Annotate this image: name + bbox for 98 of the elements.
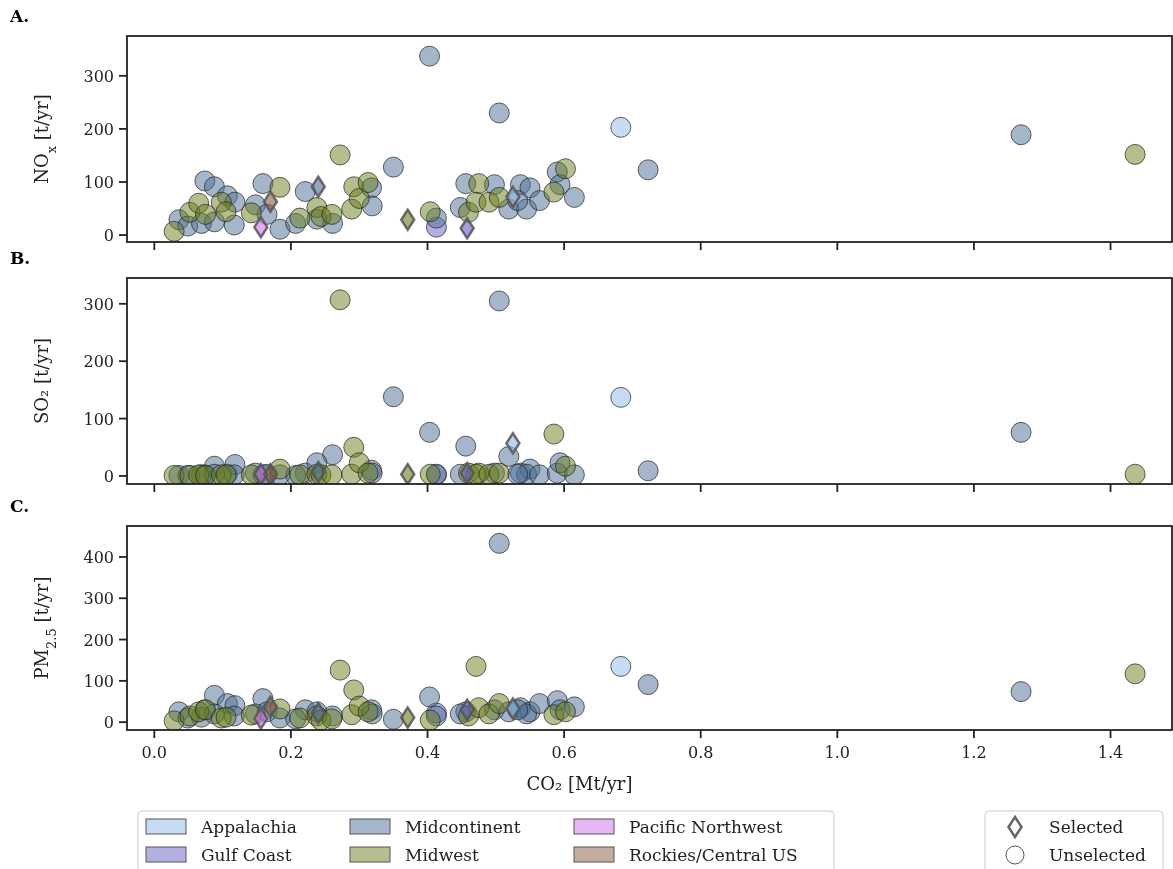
- point: [294, 181, 316, 203]
- point: [240, 202, 262, 224]
- point: [262, 695, 279, 719]
- y-tick-label: 100: [83, 173, 114, 193]
- point: [488, 462, 510, 484]
- x-tick-label: 1.4: [1097, 743, 1124, 762]
- point: [382, 708, 404, 730]
- x-axis-title: CO₂ [Mt/yr]: [526, 773, 633, 794]
- point: [468, 173, 490, 195]
- point: [488, 290, 510, 312]
- point: [419, 463, 441, 484]
- point: [455, 435, 477, 457]
- chart-title: C.: [10, 496, 30, 516]
- point: [488, 693, 510, 715]
- point: [1124, 143, 1146, 165]
- point: [163, 220, 185, 242]
- point: [215, 201, 237, 223]
- point: [215, 706, 237, 728]
- legend-label: Gulf Coast: [201, 845, 292, 865]
- point: [348, 187, 370, 209]
- point: [399, 208, 416, 231]
- point: [543, 423, 565, 445]
- point: [610, 116, 632, 138]
- y-tick-label: 300: [83, 589, 114, 609]
- point: [419, 709, 441, 730]
- point: [329, 289, 351, 311]
- point: [399, 706, 416, 729]
- point: [419, 45, 441, 67]
- point: [554, 158, 576, 180]
- point: [329, 659, 351, 681]
- point: [488, 532, 510, 554]
- point: [554, 701, 576, 723]
- point: [262, 190, 279, 213]
- point: [419, 201, 441, 223]
- point: [488, 186, 510, 208]
- chart-title: A.: [9, 6, 30, 26]
- point: [637, 674, 659, 696]
- point: [610, 386, 632, 408]
- x-tick-label: 0.8: [688, 743, 714, 762]
- y-tick-label: 400: [83, 547, 114, 567]
- legend-label: Pacific Northwest: [629, 817, 783, 837]
- text: Unselected: [1049, 845, 1146, 865]
- point: [637, 460, 659, 482]
- point: [419, 421, 441, 443]
- point: [1010, 421, 1032, 443]
- point: [419, 686, 441, 708]
- point: [382, 386, 404, 408]
- point: [195, 203, 217, 225]
- point: [1010, 681, 1032, 703]
- point: [262, 463, 279, 484]
- y-tick-label: 300: [83, 66, 114, 86]
- point: [1124, 463, 1146, 484]
- point: [399, 463, 416, 484]
- point: [1010, 124, 1032, 146]
- point: [637, 159, 659, 181]
- point: [465, 655, 487, 677]
- point: [543, 181, 565, 203]
- y-tick-label: 200: [83, 352, 114, 372]
- point: [269, 218, 291, 240]
- legend-label: Midwest: [405, 845, 480, 865]
- legend-label: Rockies/Central US: [629, 845, 798, 865]
- x-tick-label: 1.0: [824, 743, 851, 762]
- x-tick-label: 0.0: [141, 743, 168, 762]
- legend-label: Appalachia: [200, 817, 297, 837]
- point: [343, 679, 365, 701]
- x-tick-label: 0.6: [551, 743, 577, 762]
- point: [529, 190, 551, 212]
- y-axis-title: SO₂ [t/yr]: [31, 337, 52, 425]
- y-tick-label: 0: [103, 226, 114, 246]
- x-tick-label: 1.2: [961, 743, 987, 762]
- point: [529, 464, 551, 484]
- point: [321, 203, 343, 225]
- point: [321, 464, 343, 484]
- chart-title: B.: [10, 248, 31, 268]
- point: [488, 102, 510, 124]
- point: [289, 207, 311, 229]
- x-tick-label: 0.4: [414, 743, 441, 762]
- point: [252, 173, 274, 195]
- y-tick-label: 300: [83, 294, 114, 314]
- point: [322, 444, 344, 466]
- y-tick-label: 200: [83, 630, 114, 650]
- x-tick-label: 0.2: [278, 743, 304, 762]
- y-tick-label: 0: [103, 466, 114, 486]
- point: [269, 176, 291, 198]
- point: [1124, 663, 1146, 685]
- y-tick-label: 100: [83, 671, 114, 691]
- y-tick-label: 100: [83, 409, 114, 429]
- point: [610, 655, 632, 677]
- y-tick-label: 200: [83, 119, 114, 139]
- legend-label: Midcontinent: [405, 817, 521, 837]
- point: [357, 172, 379, 194]
- point: [554, 455, 576, 477]
- point: [343, 436, 365, 458]
- point: [563, 186, 585, 208]
- y-tick-label: 0: [103, 713, 114, 733]
- point: [329, 144, 351, 166]
- point: [382, 156, 404, 178]
- text: Selected: [1049, 817, 1124, 837]
